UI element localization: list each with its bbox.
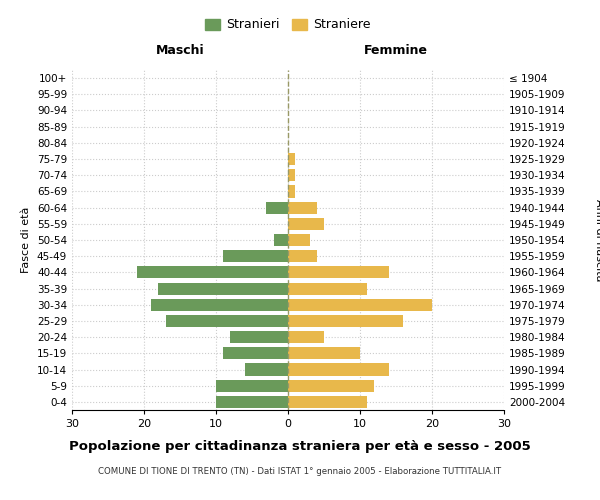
- Bar: [158, 282, 288, 294]
- Bar: [230, 331, 288, 343]
- Bar: [288, 331, 324, 343]
- Bar: [245, 364, 288, 376]
- Bar: [266, 202, 288, 213]
- Bar: [223, 348, 288, 360]
- Bar: [288, 266, 389, 278]
- Bar: [216, 396, 288, 408]
- Bar: [288, 202, 317, 213]
- Bar: [288, 348, 360, 360]
- Text: Popolazione per cittadinanza straniera per età e sesso - 2005: Popolazione per cittadinanza straniera p…: [69, 440, 531, 453]
- Legend: Stranieri, Straniere: Stranieri, Straniere: [205, 18, 371, 32]
- Text: Maschi: Maschi: [155, 44, 205, 58]
- Bar: [288, 153, 295, 165]
- Bar: [288, 250, 317, 262]
- Bar: [288, 315, 403, 327]
- Bar: [151, 298, 288, 311]
- Bar: [166, 315, 288, 327]
- Bar: [288, 218, 324, 230]
- Text: Femmine: Femmine: [364, 44, 428, 58]
- Bar: [137, 266, 288, 278]
- Bar: [216, 380, 288, 392]
- Bar: [288, 169, 295, 181]
- Bar: [274, 234, 288, 246]
- Y-axis label: Fasce di età: Fasce di età: [22, 207, 31, 273]
- Bar: [223, 250, 288, 262]
- Bar: [288, 396, 367, 408]
- Bar: [288, 234, 310, 246]
- Bar: [288, 364, 389, 376]
- Bar: [288, 282, 367, 294]
- Bar: [288, 186, 295, 198]
- Bar: [288, 380, 374, 392]
- Text: COMUNE DI TIONE DI TRENTO (TN) - Dati ISTAT 1° gennaio 2005 - Elaborazione TUTTI: COMUNE DI TIONE DI TRENTO (TN) - Dati IS…: [98, 468, 502, 476]
- Bar: [288, 298, 432, 311]
- Text: Anni di nascita: Anni di nascita: [594, 198, 600, 281]
